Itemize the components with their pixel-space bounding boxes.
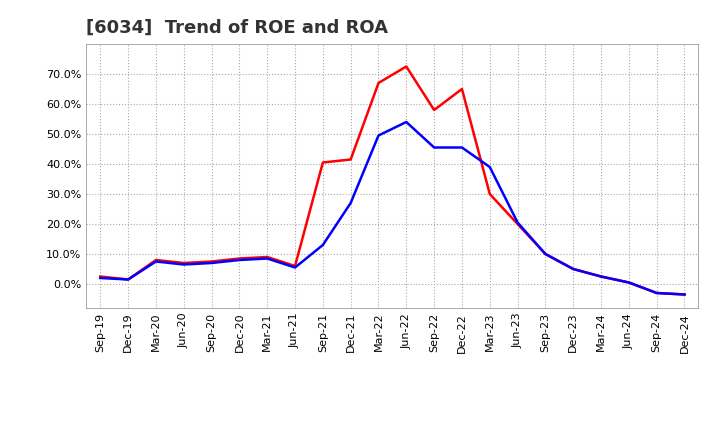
ROE (624, 280, 633, 285)
ROA (124, 277, 132, 282)
ROA (597, 274, 606, 279)
ROE (263, 254, 271, 260)
ROA (680, 292, 689, 297)
ROE (291, 264, 300, 269)
Line: ROA: ROA (100, 122, 685, 294)
ROA (207, 260, 216, 266)
ROE (458, 86, 467, 92)
ROE (207, 259, 216, 264)
ROA (485, 165, 494, 170)
ROA (430, 145, 438, 150)
ROE (235, 256, 243, 261)
Line: ROE: ROE (100, 66, 685, 294)
ROA (541, 251, 550, 257)
ROE (402, 64, 410, 69)
ROE (680, 292, 689, 297)
ROE (346, 157, 355, 162)
ROA (458, 145, 467, 150)
ROA (96, 275, 104, 281)
ROE (96, 274, 104, 279)
ROE (652, 290, 661, 296)
ROE (124, 277, 132, 282)
ROA (346, 200, 355, 205)
ROA (235, 257, 243, 263)
ROA (179, 262, 188, 267)
ROE (597, 274, 606, 279)
ROE (569, 266, 577, 271)
ROE (513, 221, 522, 227)
ROE (318, 160, 327, 165)
ROE (152, 257, 161, 263)
ROA (624, 280, 633, 285)
ROA (263, 256, 271, 261)
Text: [6034]  Trend of ROE and ROA: [6034] Trend of ROE and ROA (86, 19, 388, 37)
ROE (485, 191, 494, 197)
ROE (430, 107, 438, 113)
ROA (291, 265, 300, 270)
ROA (402, 119, 410, 125)
ROA (374, 133, 383, 138)
ROA (652, 290, 661, 296)
ROA (152, 259, 161, 264)
ROE (179, 260, 188, 266)
ROA (569, 266, 577, 271)
ROA (513, 220, 522, 225)
ROA (318, 242, 327, 248)
ROE (374, 81, 383, 86)
ROE (541, 251, 550, 257)
